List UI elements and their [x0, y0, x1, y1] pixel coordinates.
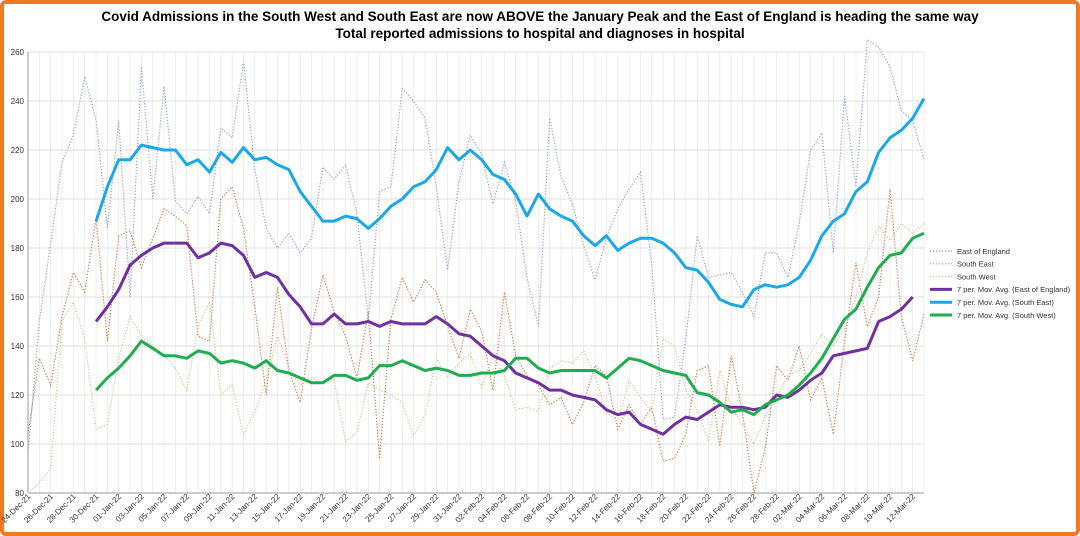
y-tick-label: 140	[11, 342, 25, 351]
series-line-7-per-mov-avg-south-west	[94, 231, 925, 417]
series-group	[27, 38, 926, 494]
y-tick-label: 80	[15, 489, 24, 498]
legend-label: 7 per. Mov. Avg. (South West)	[957, 311, 1056, 320]
y-tick-label: 200	[11, 195, 25, 204]
series-line-south-west	[27, 222, 925, 494]
series-line-east-of-england	[27, 185, 925, 494]
y-tick-label: 220	[11, 146, 25, 155]
y-tick-label: 240	[11, 97, 25, 106]
series-line-7-per-mov-avg-south-east	[94, 97, 926, 309]
legend-label: South East	[957, 260, 995, 269]
y-tick-label: 180	[11, 244, 25, 253]
legend-label: 7 per. Mov. Avg. (South East)	[957, 298, 1054, 307]
y-tick-label: 120	[11, 391, 25, 400]
chart-subtitle: Total reported admissions to hospital an…	[335, 26, 744, 41]
y-tick-label: 100	[11, 440, 25, 449]
grid-lines	[27, 51, 925, 494]
y-tick-label: 160	[11, 293, 25, 302]
series-line-south-east	[27, 38, 925, 454]
series-line-7-per-mov-avg-east-of-england	[94, 241, 914, 436]
y-tick-label: 260	[11, 48, 25, 57]
chart-title: Covid Admissions in the South West and S…	[101, 9, 979, 24]
legend-label: East of England	[957, 247, 1010, 256]
legend: East of England South East South West 7 per…	[930, 247, 1071, 320]
legend-label: 7 per. Mov. Avg. (East of England)	[957, 285, 1071, 294]
legend-label: South West	[957, 272, 997, 281]
